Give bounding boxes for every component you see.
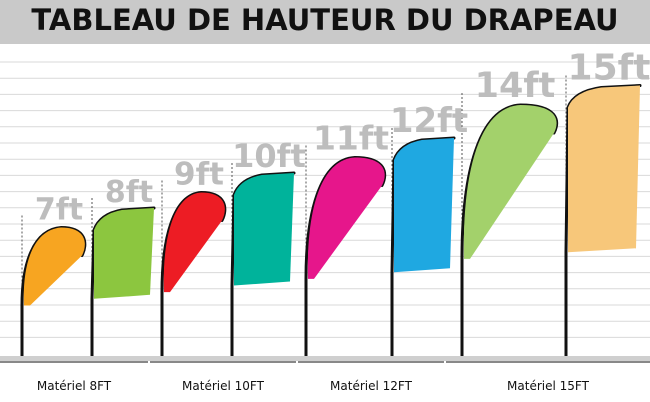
height-label-8ft: 8ft <box>105 175 153 210</box>
flag-12ft <box>394 138 454 273</box>
base-band <box>0 356 650 363</box>
height-label-14ft: 14ft <box>475 66 556 106</box>
height-label-11ft: 11ft <box>313 119 389 158</box>
material-bracket <box>150 361 296 363</box>
material-label-8ft: Matériel 8FT <box>36 379 112 393</box>
flag-8ft <box>94 208 154 299</box>
material-label-12ft: Matériel 12FT <box>330 379 412 393</box>
flag-9ft <box>163 192 225 293</box>
material-bracket <box>0 361 148 363</box>
flag-11ft <box>307 157 385 279</box>
material-bracket <box>298 361 444 363</box>
flag-10ft <box>234 173 294 286</box>
height-label-9ft: 9ft <box>174 157 224 193</box>
material-label-10ft: Matériel 10FT <box>182 379 264 393</box>
material-bracket <box>446 361 650 363</box>
height-label-10ft: 10ft <box>232 137 306 175</box>
chart-title: TABLEAU DE HAUTEUR DU DRAPEAU <box>31 3 619 37</box>
material-label-15ft: Matériel 15FT <box>507 379 589 393</box>
height-label-7ft: 7ft <box>35 193 83 228</box>
flag-15ft <box>568 85 640 253</box>
flag-7ft <box>23 227 85 306</box>
flag-shapes <box>23 85 640 306</box>
height-label-15ft: 15ft <box>568 48 650 89</box>
flag-14ft <box>463 105 557 259</box>
ground-band <box>0 356 650 361</box>
height-label-12ft: 12ft <box>390 101 468 141</box>
title-bar: TABLEAU DE HAUTEUR DU DRAPEAU <box>0 0 650 44</box>
